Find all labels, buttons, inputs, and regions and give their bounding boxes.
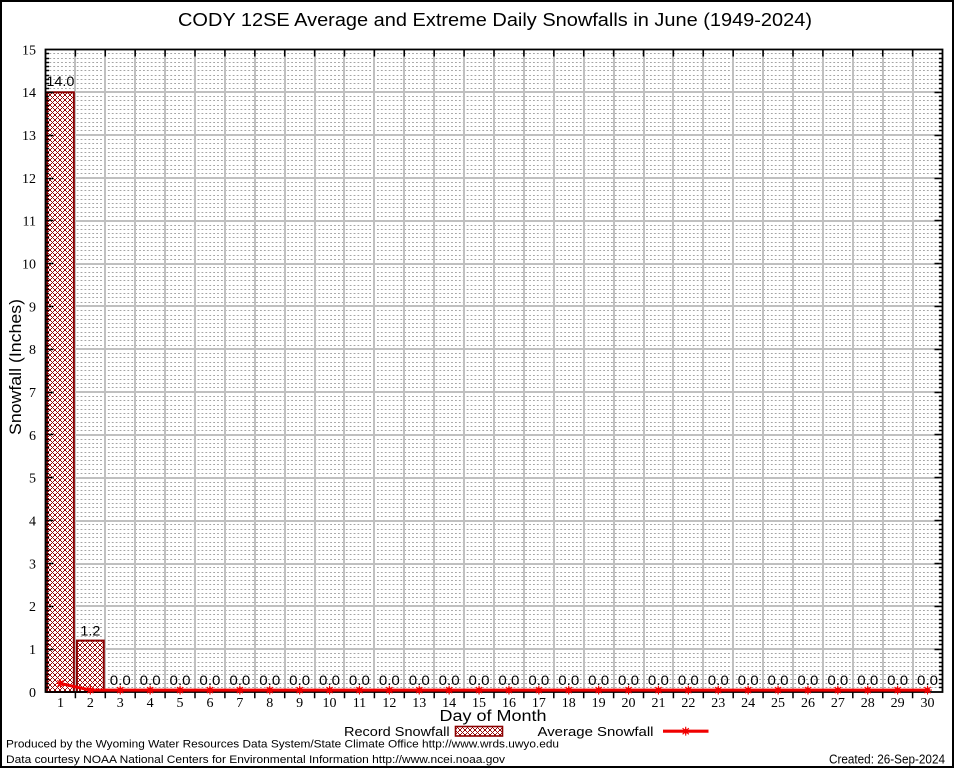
svg-text:6: 6 (29, 429, 36, 444)
svg-text:23: 23 (711, 696, 725, 711)
svg-text:0.0: 0.0 (349, 673, 370, 688)
svg-text:15: 15 (472, 696, 486, 711)
svg-text:26: 26 (801, 696, 815, 711)
svg-text:25: 25 (771, 696, 785, 711)
svg-text:Data courtesy NOAA National Ce: Data courtesy NOAA National Centers for … (6, 754, 506, 766)
svg-text:6: 6 (206, 696, 213, 711)
svg-text:0.0: 0.0 (738, 673, 759, 688)
svg-text:Day of Month: Day of Month (440, 708, 547, 725)
svg-text:29: 29 (891, 696, 905, 711)
svg-text:17: 17 (532, 696, 546, 711)
svg-text:0.0: 0.0 (319, 673, 340, 688)
svg-text:0.0: 0.0 (409, 673, 430, 688)
svg-text:21: 21 (651, 696, 665, 711)
svg-text:5: 5 (29, 472, 36, 487)
svg-text:1: 1 (57, 696, 64, 711)
svg-text:28: 28 (861, 696, 875, 711)
svg-text:0.0: 0.0 (648, 673, 669, 688)
svg-text:0.0: 0.0 (588, 673, 609, 688)
svg-text:24: 24 (741, 696, 755, 711)
svg-text:19: 19 (592, 696, 606, 711)
svg-text:0.0: 0.0 (797, 673, 818, 688)
svg-text:2: 2 (29, 600, 36, 615)
svg-text:Average Snowfall: Average Snowfall (538, 725, 654, 739)
svg-text:13: 13 (412, 696, 426, 711)
svg-text:14: 14 (442, 696, 456, 711)
svg-text:4: 4 (29, 514, 36, 529)
svg-text:0.0: 0.0 (678, 673, 699, 688)
svg-text:0.0: 0.0 (618, 673, 639, 688)
svg-text:0.0: 0.0 (439, 673, 460, 688)
svg-text:0.0: 0.0 (140, 673, 161, 688)
svg-text:22: 22 (681, 696, 695, 711)
svg-text:0.0: 0.0 (827, 673, 848, 688)
svg-text:11: 11 (23, 215, 36, 230)
svg-text:0.0: 0.0 (229, 673, 250, 688)
svg-text:15: 15 (22, 43, 36, 58)
svg-text:5: 5 (177, 696, 184, 711)
svg-text:4: 4 (147, 696, 154, 711)
svg-text:0.0: 0.0 (110, 673, 131, 688)
svg-text:16: 16 (502, 696, 516, 711)
svg-text:0.0: 0.0 (498, 673, 519, 688)
svg-text:0.0: 0.0 (708, 673, 729, 688)
svg-text:2: 2 (87, 696, 94, 711)
svg-text:0.0: 0.0 (259, 673, 280, 688)
svg-text:10: 10 (323, 696, 337, 711)
svg-text:0.0: 0.0 (528, 673, 549, 688)
svg-text:20: 20 (622, 696, 636, 711)
svg-text:12: 12 (22, 172, 36, 187)
svg-text:0.0: 0.0 (469, 673, 490, 688)
svg-text:0.0: 0.0 (289, 673, 310, 688)
svg-text:8: 8 (29, 343, 36, 358)
svg-text:0.0: 0.0 (768, 673, 789, 688)
svg-text:8: 8 (266, 696, 273, 711)
svg-text:7: 7 (236, 696, 243, 711)
svg-text:1.2: 1.2 (80, 624, 100, 639)
svg-text:14: 14 (22, 86, 36, 101)
svg-text:14.0: 14.0 (46, 74, 74, 89)
svg-text:1: 1 (29, 643, 36, 658)
svg-text:Produced by the Wyoming Water: Produced by the Wyoming Water Resources … (6, 739, 559, 751)
svg-text:27: 27 (831, 696, 845, 711)
svg-text:0.0: 0.0 (857, 673, 878, 688)
svg-text:Snowfall (Inches): Snowfall (Inches) (7, 299, 25, 435)
svg-text:13: 13 (22, 129, 36, 144)
svg-text:0.0: 0.0 (917, 673, 938, 688)
svg-text:Record Snowfall: Record Snowfall (344, 725, 450, 739)
svg-text:0.0: 0.0 (887, 673, 908, 688)
svg-text:0.0: 0.0 (199, 673, 220, 688)
svg-text:CODY 12SE Average and Extreme: CODY 12SE Average and Extreme Daily Snow… (178, 10, 812, 30)
svg-text:9: 9 (296, 696, 303, 711)
svg-text:30: 30 (921, 696, 935, 711)
svg-text:9: 9 (29, 300, 36, 315)
svg-text:Created: 26-Sep-2024: Created: 26-Sep-2024 (829, 751, 945, 766)
svg-text:0.0: 0.0 (170, 673, 191, 688)
svg-text:11: 11 (353, 696, 366, 711)
svg-text:10: 10 (22, 257, 36, 272)
svg-text:0.0: 0.0 (558, 673, 579, 688)
svg-text:12: 12 (382, 696, 396, 711)
svg-text:7: 7 (29, 386, 36, 401)
svg-text:18: 18 (562, 696, 576, 711)
svg-text:3: 3 (117, 696, 124, 711)
svg-text:0: 0 (29, 686, 36, 701)
svg-text:0.0: 0.0 (379, 673, 400, 688)
svg-text:3: 3 (29, 557, 36, 572)
